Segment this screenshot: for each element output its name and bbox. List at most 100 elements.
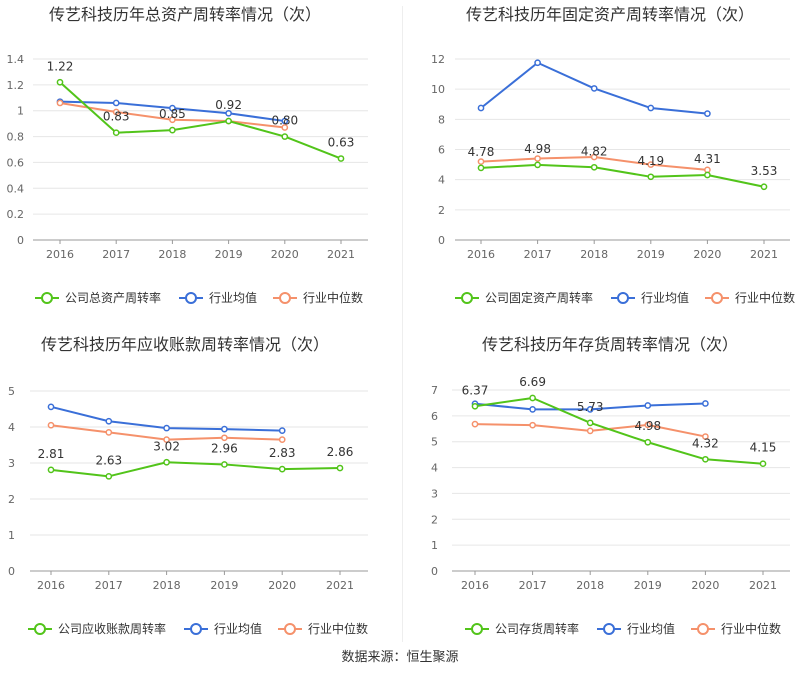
panel-2-point-avg (647, 104, 655, 112)
panel-4-data-label: 5.73 (577, 400, 604, 414)
panel-3-legend-label-avg: 行业均值 (214, 621, 262, 636)
panel-2-point-avg (590, 85, 598, 92)
panel-2-x-tick-label: 2018 (580, 248, 608, 261)
panel-4-y-tick-label: 0 (431, 565, 438, 578)
panel-2-point-avg (704, 110, 711, 117)
panel-1-point-median (281, 124, 289, 131)
panel-1-point-median (112, 108, 120, 116)
panel-4-x-tick-label: 2020 (691, 579, 719, 592)
panel-4-data-label: 6.37 (462, 383, 489, 397)
panel-2-point-company (477, 164, 485, 172)
panel-1-point-avg (169, 104, 176, 112)
panel-4-legend-label-company: 公司存货周转率 (495, 621, 579, 636)
panel-1-point-avg (281, 117, 289, 125)
panel-1-y-tick-label: 0.6 (7, 156, 25, 169)
panel-2-y-tick-label: 0 (438, 234, 445, 247)
panel-3-point-company (278, 465, 286, 473)
panel-2-y-tick-label: 2 (438, 204, 445, 217)
panel-1-x-tick-label: 2017 (102, 248, 130, 261)
panel-1-y-tick-label: 1.4 (7, 53, 25, 66)
panel-1-data-label: 0.92 (215, 98, 242, 112)
panel-3-point-company (336, 464, 344, 472)
panel-3-data-label: 2.81 (38, 447, 65, 461)
panel-4-point-avg (586, 406, 594, 413)
panel-1-point-avg (225, 109, 232, 117)
panel-3-x-tick-label: 2021 (326, 579, 354, 592)
panel-4-x-tick-label: 2019 (634, 579, 662, 592)
panel-4-y-tick-label: 4 (431, 462, 438, 475)
panel-4-series-line-company (474, 397, 764, 465)
panel-4-data-label: 4.98 (634, 419, 661, 433)
panel-1-data-label: 0.83 (103, 110, 130, 124)
panel-1-point-median (169, 116, 176, 124)
panel-2-legend-marker-company (461, 292, 473, 304)
panel-4-x-tick-label: 2016 (461, 579, 489, 592)
panel-4-x-tick-label: 2021 (749, 579, 777, 592)
panel-3-x-tick-label: 2016 (37, 579, 65, 592)
panel-3-y-tick-label: 0 (8, 565, 15, 578)
panel-1-data-label: 0.80 (271, 114, 298, 128)
panel-4-y-tick-label: 3 (431, 487, 438, 500)
panel-2-data-label: 4.78 (468, 145, 495, 159)
panel-2-data-label: 4.82 (581, 144, 608, 158)
panel-4-y-tick-label: 1 (431, 539, 438, 552)
panel-4-data-label: 4.15 (750, 441, 777, 455)
panel-4-point-company (702, 455, 709, 463)
panel-3-legend-label-company: 公司应收账款周转率 (58, 621, 166, 636)
panel-3-point-company (221, 461, 228, 468)
panel-1-y-tick-label: 0 (17, 234, 24, 247)
panel-4-point-company (586, 419, 594, 427)
panel-1-x-tick-label: 2019 (215, 248, 243, 261)
panel-4-legend-marker-company (471, 623, 483, 635)
panel-1-point-company (56, 78, 64, 86)
panel-3-x-tick-label: 2018 (153, 579, 181, 592)
panel-4-y-tick-label: 5 (431, 436, 438, 449)
panel-3-y-tick-label: 1 (8, 529, 15, 542)
panel-1-y-tick-label: 0.4 (7, 182, 25, 195)
panel-1-data-label: 1.22 (47, 59, 74, 73)
panel-4-y-tick-label: 6 (431, 410, 438, 423)
panel-3-y-tick-label: 2 (8, 493, 15, 506)
panel-1-point-company (225, 117, 232, 125)
panel-3-point-avg (163, 424, 170, 432)
panel-1-legend-label-median: 行业中位数 (303, 290, 363, 305)
panel-2-legend-marker-avg (617, 292, 629, 304)
panel-3-x-tick-label: 2019 (210, 579, 238, 592)
panel-2-y-tick-label: 12 (431, 53, 445, 66)
panel-3-point-median (105, 429, 113, 436)
panel-4-point-median (644, 421, 652, 429)
panel-4-point-median (702, 433, 709, 440)
panel-2-legend-marker-median (711, 292, 723, 304)
panel-2-data-label: 3.53 (751, 164, 778, 178)
panel-3-x-tick-label: 2017 (95, 579, 123, 592)
panel-2-x-tick-label: 2017 (524, 248, 552, 261)
panel-3-point-company (105, 472, 113, 480)
panel-2-point-company (760, 183, 768, 191)
panel-4-point-company (759, 460, 767, 468)
panel-1-x-tick-label: 2016 (46, 248, 74, 261)
panel-1-x-tick-label: 2020 (271, 248, 299, 261)
panel-4-point-median (471, 420, 479, 428)
panel-1-legend-label-avg: 行业均值 (209, 290, 257, 305)
panel-1-legend-marker-company (41, 292, 53, 304)
panel-4-data-label: 4.32 (692, 436, 719, 450)
panel-4-x-tick-label: 2018 (576, 579, 604, 592)
panel-4-point-avg (644, 402, 652, 409)
panel-3-point-avg (221, 425, 228, 433)
panel-2-legend-label-company: 公司固定资产周转率 (485, 290, 593, 305)
panel-2-point-median (477, 158, 485, 165)
panel-4-point-company (471, 402, 479, 410)
panel-3-legend-label-median: 行业中位数 (308, 621, 368, 636)
panel-2-point-company (590, 163, 598, 171)
panel-3-point-median (221, 434, 228, 442)
panel-3-y-tick-label: 5 (8, 385, 15, 398)
panel-1-point-company (112, 129, 120, 137)
panel-1-y-tick-label: 0.8 (7, 131, 25, 144)
panel-3-point-avg (47, 403, 55, 411)
panel-3-point-company (47, 466, 55, 474)
panel-4-legend-marker-avg (603, 623, 615, 635)
panel-1-series-line-company (59, 81, 342, 160)
panel-3-data-label: 3.02 (153, 439, 180, 453)
panel-3-point-avg (105, 417, 113, 425)
panel-2-point-company (534, 161, 541, 169)
